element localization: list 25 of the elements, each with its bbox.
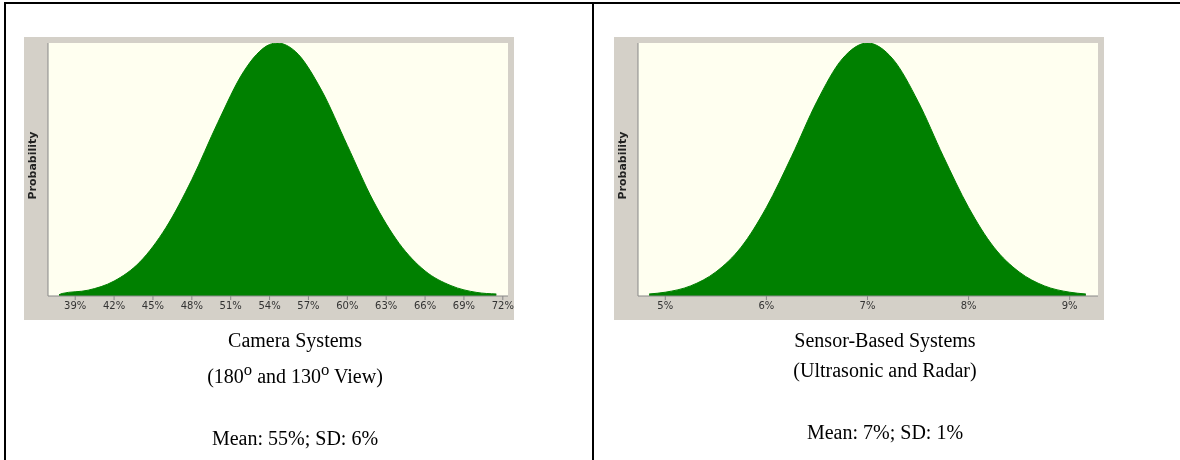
x-tick-label: 63% — [375, 300, 398, 312]
y-axis-title: Probability — [25, 131, 39, 200]
text: Mean: 7%; SD: 1% — [805, 420, 965, 445]
x-tick-label: 6% — [758, 300, 775, 312]
x-tick-label: 8% — [960, 300, 977, 312]
x-tick-label: 42% — [102, 300, 126, 312]
text: (Ultrasonic and Radar) — [792, 358, 978, 383]
x-tick-label: 45% — [141, 300, 165, 312]
x-tick-label: 72% — [491, 300, 514, 312]
text: (180$^{o}$ and 130$^{o}$ View) — [206, 359, 384, 390]
text: Mean: 55%; SD: 6% — [210, 425, 380, 451]
x-tick-label: 7% — [859, 300, 876, 312]
y-axis-title: Probability — [615, 131, 629, 200]
text: Sensor-Based Systems — [793, 328, 977, 354]
x-tick-label: 69% — [452, 300, 476, 312]
x-tick-label: 66% — [413, 300, 437, 312]
x-tick-label: 9% — [1061, 300, 1078, 312]
x-tick-label: 48% — [180, 300, 203, 312]
x-tick-label: 57% — [297, 300, 320, 312]
text: Camera Systems — [227, 328, 363, 354]
x-tick-label: 54% — [258, 300, 281, 312]
x-tick-label: 39% — [64, 300, 87, 312]
x-tick-label: 60% — [336, 300, 359, 312]
x-tick-label: 51% — [219, 300, 242, 312]
x-tick-label: 5% — [657, 300, 674, 312]
